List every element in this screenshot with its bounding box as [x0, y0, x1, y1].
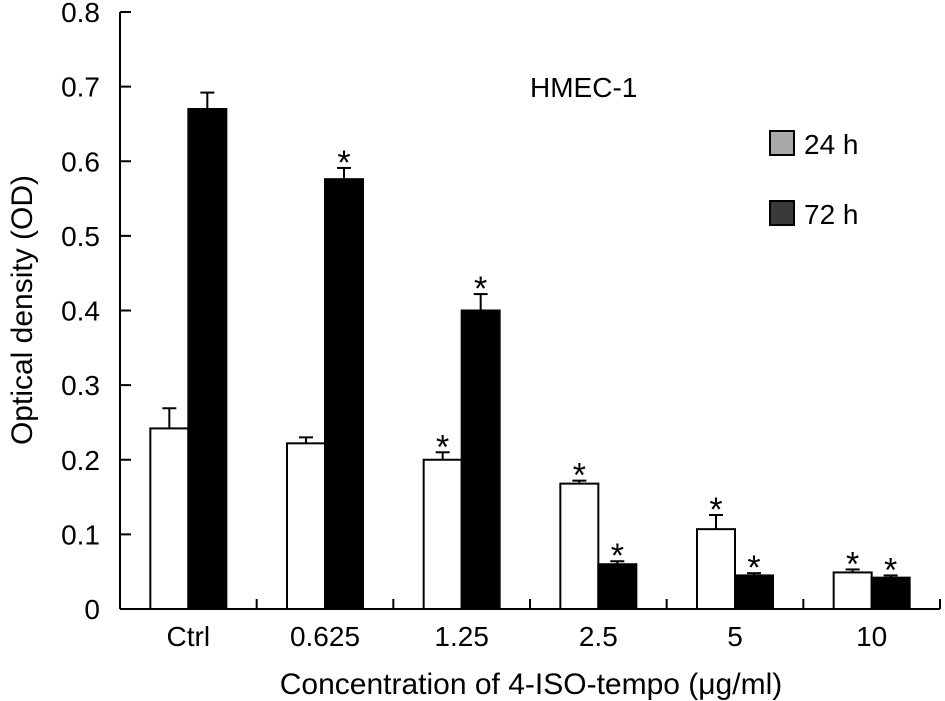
y-axis: 0 0.1 0.2 0.3 0.4 0.5 0.6 0.7 0.8: [61, 0, 131, 625]
y-tick-label: 0.3: [61, 370, 100, 401]
chart-annotation: HMEC-1: [530, 72, 637, 103]
x-tick-label: Ctrl: [167, 621, 211, 652]
bar-24h-10: [832, 571, 873, 611]
y-tick-label: 0.8: [61, 0, 100, 28]
x-tick-label: 2.5: [579, 621, 618, 652]
legend-label-24h: 24 h: [804, 129, 859, 160]
significance-marker: *: [884, 551, 897, 589]
significance-marker: *: [747, 549, 760, 587]
legend-label-72h: 72 h: [804, 199, 859, 230]
significance-marker: *: [709, 491, 722, 529]
bar-72h-2.5: [597, 563, 638, 610]
significance-marker: *: [573, 457, 586, 495]
x-axis: Ctrl 0.625 1.25 2.5 5 10: [119, 599, 941, 652]
x-tick-label: 1.25: [434, 621, 489, 652]
significance-marker: *: [436, 428, 449, 466]
legend-swatch-72h: [769, 200, 795, 226]
x-tick-label: 5: [727, 621, 743, 652]
significance-marker: *: [611, 537, 624, 575]
x-tick-label: 10: [856, 621, 887, 652]
bar-24h-2.5: [559, 482, 600, 611]
y-tick-label: 0: [84, 594, 100, 625]
bar-24h-1.25: [422, 458, 463, 610]
y-axis-title: Optical density (OD): [6, 175, 39, 445]
bar-24h-0.625: [286, 442, 326, 610]
x-axis-title: Concentration of 4-ISO-tempo (μg/ml): [280, 668, 782, 701]
x-tick-label: 0.625: [290, 621, 360, 652]
legend-swatch-24h: [769, 130, 795, 156]
bar-72h-0.625: [324, 178, 364, 610]
bars: * * * * * * * * *: [149, 91, 911, 611]
y-tick-label: 0.1: [61, 519, 100, 550]
bar-24h-Ctrl: [149, 427, 190, 610]
y-tick-label: 0.6: [61, 146, 100, 177]
bar-24h-5: [696, 528, 736, 610]
bar-72h-1.25: [460, 309, 501, 610]
bar-72h-Ctrl: [187, 108, 228, 610]
legend: 24 h 72 h: [769, 129, 859, 230]
y-tick-label: 0.4: [61, 296, 100, 327]
y-tick-label: 0.2: [61, 445, 100, 476]
y-tick-label: 0.5: [61, 221, 100, 252]
y-tick-label: 0.7: [61, 72, 100, 103]
significance-marker: *: [846, 545, 859, 583]
significance-marker: *: [337, 144, 350, 182]
significance-marker: *: [474, 270, 487, 308]
